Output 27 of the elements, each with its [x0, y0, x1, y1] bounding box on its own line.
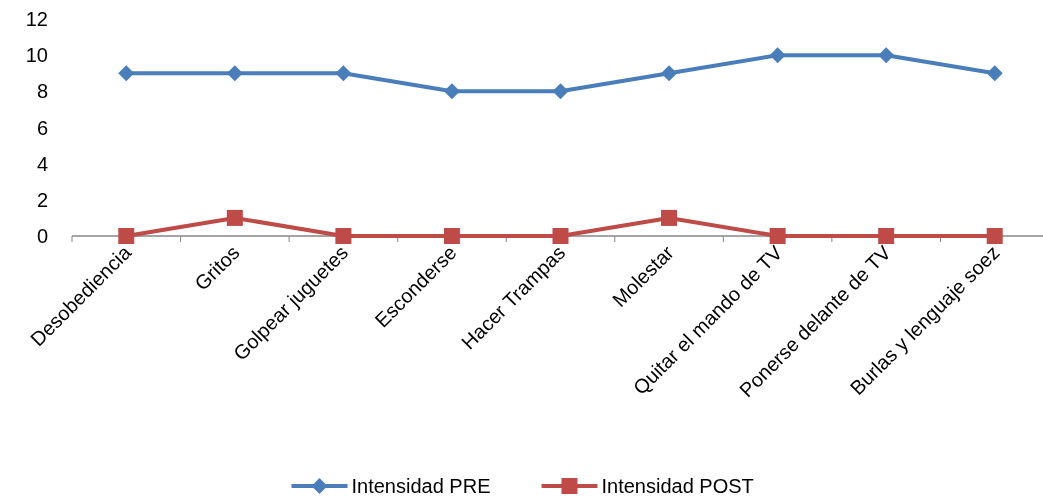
point [443, 228, 460, 244]
point [878, 228, 895, 244]
y-tick-label: 0 [36, 225, 48, 247]
point [226, 209, 243, 226]
y-tick-label: 4 [36, 152, 48, 175]
point [552, 228, 569, 244]
point [878, 47, 895, 64]
point [118, 228, 135, 244]
legend-label: Intensidad POST [601, 475, 754, 497]
y-tick-label: 2 [36, 188, 48, 211]
point [552, 83, 569, 100]
point [769, 47, 786, 64]
point [443, 83, 460, 100]
point [118, 65, 135, 82]
point [769, 228, 786, 244]
point [226, 65, 243, 82]
y-tick-label: 8 [36, 80, 48, 103]
y-tick-label: 6 [36, 116, 48, 139]
point [661, 65, 678, 82]
legend-label: Intensidad PRE [351, 475, 491, 497]
point [986, 228, 1003, 244]
point [335, 65, 352, 82]
point [986, 65, 1003, 82]
y-tick-label: 10 [25, 44, 48, 67]
point [661, 209, 678, 226]
point [335, 228, 352, 244]
y-tick-label: 12 [25, 8, 48, 30]
